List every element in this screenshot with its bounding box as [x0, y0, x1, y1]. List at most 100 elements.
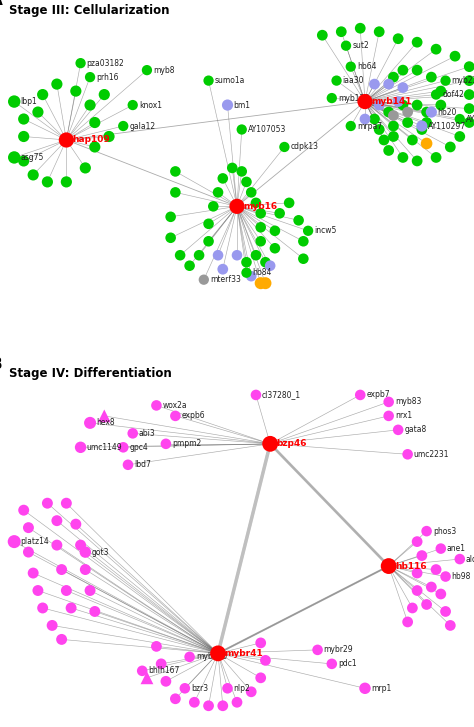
Point [63, 176, 70, 188]
Text: platz14: platz14 [20, 537, 49, 546]
Point [100, 410, 108, 422]
Text: bzp46: bzp46 [276, 439, 307, 449]
Text: lbd7: lbd7 [134, 460, 151, 470]
Point [409, 602, 416, 614]
Text: expb6: expb6 [182, 411, 205, 420]
Point [20, 131, 27, 142]
Point [385, 396, 392, 408]
Text: gala12: gala12 [129, 121, 155, 131]
Point [63, 585, 70, 596]
Text: mterf33: mterf33 [210, 276, 241, 284]
Point [390, 71, 397, 83]
Text: bm1: bm1 [234, 100, 251, 110]
Text: nlp2: nlp2 [234, 684, 250, 693]
Point [39, 602, 46, 614]
Point [451, 50, 459, 62]
Point [262, 257, 269, 268]
Text: pza03182: pza03182 [87, 59, 125, 68]
Point [432, 152, 440, 164]
Text: myb16: myb16 [243, 202, 277, 211]
Point [82, 162, 89, 174]
Point [413, 567, 421, 579]
Point [20, 113, 27, 125]
Point [456, 131, 464, 142]
Text: cdpk13: cdpk13 [291, 142, 319, 151]
Point [465, 61, 473, 73]
Point [380, 134, 388, 146]
Text: iaa30: iaa30 [343, 76, 364, 85]
Point [447, 619, 454, 631]
Point [176, 249, 184, 261]
Point [371, 113, 378, 125]
Point [53, 515, 61, 526]
Point [34, 106, 42, 118]
Text: hb98: hb98 [452, 572, 471, 581]
Point [390, 131, 397, 142]
Text: wox2a: wox2a [163, 401, 187, 410]
Point [191, 696, 198, 708]
Text: hb20: hb20 [438, 108, 457, 116]
Point [257, 278, 264, 289]
Point [413, 585, 421, 596]
Point [314, 644, 321, 656]
Text: bhlh167: bhlh167 [148, 667, 180, 675]
Text: Stage III: Cellularization: Stage III: Cellularization [9, 4, 170, 17]
Point [442, 571, 449, 582]
Text: myb141: myb141 [371, 97, 411, 106]
Point [347, 61, 355, 73]
Text: asg75: asg75 [20, 153, 44, 162]
Point [390, 110, 397, 121]
Point [67, 602, 75, 614]
Point [77, 441, 84, 453]
Point [153, 640, 160, 652]
Point [233, 696, 241, 708]
Text: hb64: hb64 [357, 62, 376, 71]
Point [53, 79, 61, 90]
Point [375, 26, 383, 38]
Point [247, 686, 255, 698]
Point [300, 253, 307, 265]
Text: dof42: dof42 [442, 90, 464, 99]
Point [72, 85, 80, 97]
Point [404, 616, 411, 627]
Point [224, 100, 231, 111]
Point [210, 201, 217, 212]
Text: mybr41: mybr41 [224, 649, 263, 658]
Point [34, 585, 42, 596]
Point [394, 96, 402, 108]
Point [124, 459, 132, 470]
Point [219, 263, 227, 275]
Text: cl37280_1: cl37280_1 [262, 390, 301, 399]
Point [456, 113, 464, 125]
Point [243, 267, 250, 278]
Text: hb116: hb116 [395, 561, 427, 571]
Point [285, 197, 293, 209]
Point [399, 81, 407, 93]
Point [252, 389, 260, 401]
Point [63, 497, 70, 509]
Point [456, 553, 464, 565]
Point [44, 176, 51, 188]
Point [219, 172, 227, 184]
Text: phos3: phos3 [433, 526, 456, 536]
Point [53, 539, 61, 551]
Text: hex8: hex8 [96, 418, 115, 427]
Point [219, 700, 227, 712]
Point [205, 218, 212, 230]
Point [181, 683, 189, 694]
Point [465, 117, 473, 129]
Point [172, 166, 179, 177]
Text: umc1149: umc1149 [87, 443, 122, 451]
Point [186, 651, 193, 663]
Point [119, 441, 127, 453]
Point [233, 249, 241, 261]
Point [91, 606, 99, 617]
Point [167, 211, 174, 222]
Point [82, 563, 89, 575]
Point [195, 249, 203, 261]
Point [361, 113, 369, 125]
Point [105, 131, 113, 142]
Point [423, 526, 430, 537]
Point [295, 214, 302, 226]
Text: gpc4: gpc4 [129, 443, 148, 451]
